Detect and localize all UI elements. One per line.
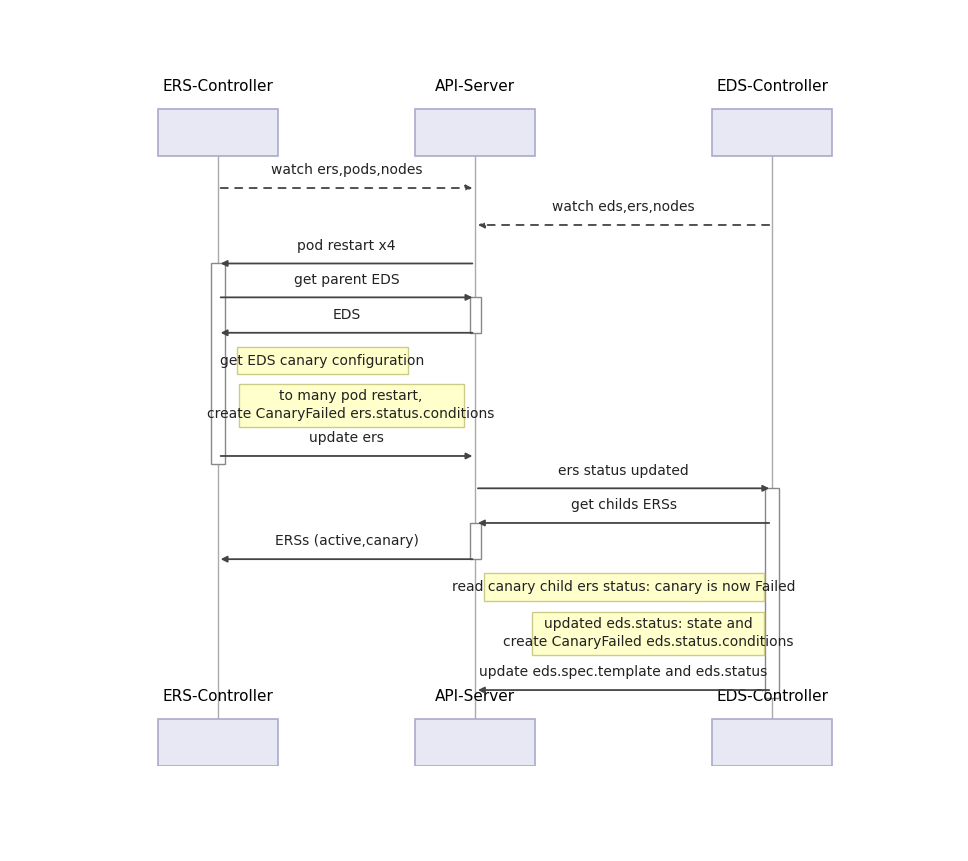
FancyBboxPatch shape xyxy=(211,263,225,464)
Text: watch eds,ers,nodes: watch eds,ers,nodes xyxy=(553,201,695,214)
FancyBboxPatch shape xyxy=(158,109,278,156)
Text: update eds.spec.template and eds.status: update eds.spec.template and eds.status xyxy=(479,666,768,679)
Text: API-Server: API-Server xyxy=(435,689,515,703)
Text: updated eds.status: state and
create CanaryFailed eds.status.conditions: updated eds.status: state and create Can… xyxy=(502,616,793,649)
Text: read canary child ers status: canary is now Failed: read canary child ers status: canary is … xyxy=(452,579,796,594)
Text: ERS-Controller: ERS-Controller xyxy=(163,79,273,94)
FancyBboxPatch shape xyxy=(711,109,832,156)
Text: EDS-Controller: EDS-Controller xyxy=(716,689,828,703)
Text: EDS: EDS xyxy=(332,308,361,322)
FancyBboxPatch shape xyxy=(711,719,832,765)
FancyBboxPatch shape xyxy=(469,297,480,333)
Text: ERSs (active,canary): ERSs (active,canary) xyxy=(275,535,418,548)
FancyBboxPatch shape xyxy=(484,573,765,601)
FancyBboxPatch shape xyxy=(469,523,480,559)
Text: pod restart x4: pod restart x4 xyxy=(297,238,396,252)
Text: ers status updated: ers status updated xyxy=(559,463,689,478)
FancyBboxPatch shape xyxy=(158,719,278,765)
Text: get childs ERSs: get childs ERSs xyxy=(570,499,677,512)
FancyBboxPatch shape xyxy=(415,109,535,156)
Text: get parent EDS: get parent EDS xyxy=(293,273,400,287)
Text: watch ers,pods,nodes: watch ers,pods,nodes xyxy=(271,164,422,177)
FancyBboxPatch shape xyxy=(531,611,765,654)
Text: ERS-Controller: ERS-Controller xyxy=(163,689,273,703)
FancyBboxPatch shape xyxy=(237,347,408,375)
Text: update ers: update ers xyxy=(309,431,384,445)
Text: API-Server: API-Server xyxy=(435,79,515,94)
Text: get EDS canary configuration: get EDS canary configuration xyxy=(221,354,425,368)
Text: EDS-Controller: EDS-Controller xyxy=(716,79,828,94)
FancyBboxPatch shape xyxy=(239,384,464,427)
Text: to many pod restart,
create CanaryFailed ers.status.conditions: to many pod restart, create CanaryFailed… xyxy=(207,389,495,421)
FancyBboxPatch shape xyxy=(765,488,779,697)
FancyBboxPatch shape xyxy=(415,719,535,765)
